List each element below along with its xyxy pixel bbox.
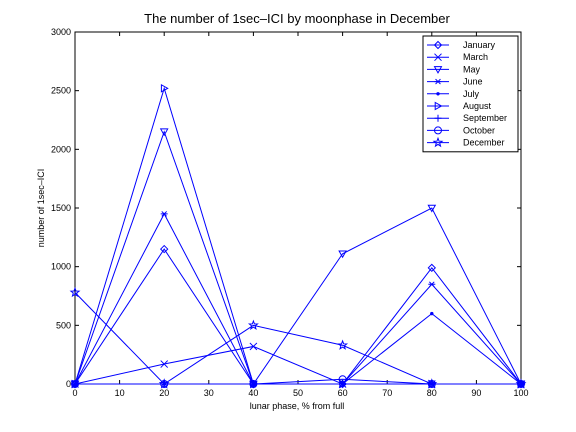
series-july [73,311,523,386]
legend-label: July [463,89,480,99]
legend-label: January [463,40,496,50]
x-tick-label: 80 [427,388,437,398]
y-tick-label: 2000 [51,144,71,154]
legend-marker [434,114,442,122]
y-tick-label: 3000 [51,27,71,37]
y-tick-label: 1000 [51,262,71,272]
legend-marker [434,101,443,111]
data-point [69,286,81,298]
data-point [160,211,168,217]
data-point [338,375,347,384]
chart-title: The number of 1sec–ICI by moonphase in D… [144,11,450,26]
data-point [339,380,347,388]
legend-label: October [463,125,495,135]
series-line [74,130,522,386]
legend-item-january: January [427,40,496,50]
series-line [75,312,522,385]
legend: January March May June July August September Oc… [422,35,519,153]
y-tick-label: 500 [56,320,71,330]
series-december [69,286,527,389]
data-point [337,339,349,350]
legend-item-august: August [427,101,492,111]
series-line [74,212,522,385]
legend-marker [436,92,440,96]
data-point [426,378,438,389]
series-october [71,375,525,388]
series-layer [69,83,527,389]
legend-marker [434,126,442,135]
legend-item-july: July [427,89,480,99]
data-point [430,311,434,316]
data-point [249,380,258,388]
x-tick-label: 100 [513,388,528,398]
legend-label: June [463,77,483,87]
legend-item-may: May [427,64,481,74]
y-tick-label: 2500 [51,86,71,96]
y-tick-label: 1500 [51,203,71,213]
data-point [247,319,259,330]
series-may [70,128,526,389]
x-tick-label: 0 [72,388,77,398]
data-point [515,378,527,389]
x-tick-label: 20 [159,388,169,398]
series-june [71,211,525,387]
x-axis-label: lunar phase, % from full [250,401,345,411]
series-line [74,345,521,385]
x-tick-label: 60 [338,388,348,398]
legend-marker [433,40,443,50]
legend-marker [434,78,442,85]
legend-marker [434,53,442,62]
legend-label: December [463,138,505,148]
data-point [71,380,79,388]
legend-marker [432,136,444,148]
data-point [159,244,169,254]
x-tick-label: 70 [382,388,392,398]
y-axis-label: number of 1sec–ICI [36,169,46,248]
legend-label: March [463,52,488,62]
data-point [249,342,258,351]
legend-item-october: October [427,125,495,135]
legend-marker [433,66,443,74]
legend-item-december: December [427,136,505,148]
data-point [428,281,436,288]
x-tick-label: 10 [115,388,125,398]
series-january [70,244,526,389]
legend-item-september: September [427,113,507,123]
series-line [74,292,521,385]
series-line [74,248,522,385]
data-point [427,204,437,213]
x-tick-label: 50 [293,388,303,398]
legend-item-june: June [427,77,483,87]
legend-item-march: March [427,52,488,62]
x-tick-label: 40 [248,388,258,398]
legend-label: September [463,113,507,123]
data-point [160,83,169,93]
data-point [427,263,437,273]
y-tick-label: 0 [66,379,71,389]
data-point [338,250,347,259]
y-axis: 0 500 1000 1500 2000 2500 3000 [51,27,521,389]
legend-label: August [463,101,492,111]
data-point [158,378,170,389]
x-tick-label: 30 [204,388,214,398]
legend-label: May [463,64,481,74]
x-tick-label: 90 [471,388,481,398]
data-point [160,360,169,368]
data-point [159,128,169,137]
